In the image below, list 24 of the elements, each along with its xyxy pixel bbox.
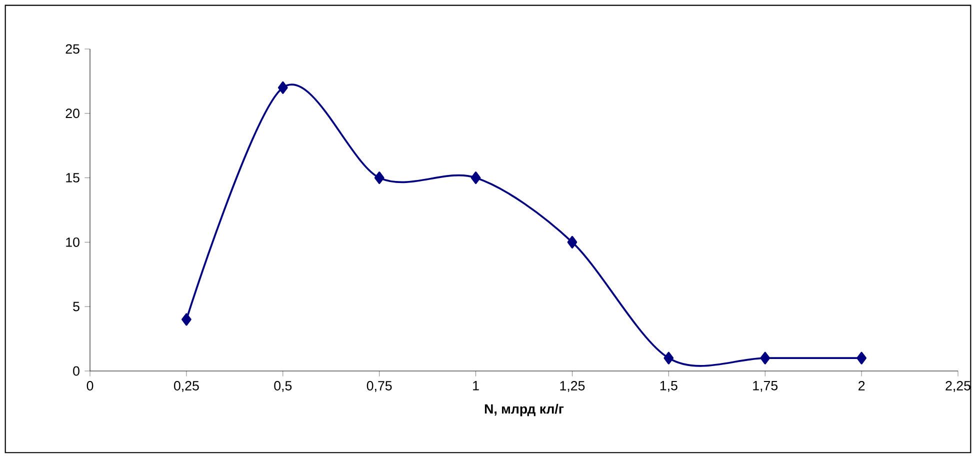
y-tick-label: 15 (66, 173, 80, 182)
point (374, 172, 384, 184)
y-tick-label: 25 (66, 44, 80, 54)
point (470, 172, 481, 184)
x-tick-label: 2 (858, 381, 865, 390)
x-tick-label: 1,5 (660, 381, 678, 392)
y-tick-label: 5 (73, 302, 80, 312)
x-tick-label: 0 (86, 381, 94, 390)
point (567, 236, 578, 248)
x-axis-title: N, млрд кл/г (484, 404, 564, 416)
x-tick-label: 0,5 (274, 381, 292, 392)
x-tick-label: 1,25 (560, 381, 585, 392)
point (760, 352, 770, 364)
y-tick-label: 0 (73, 366, 80, 376)
y-tick-label: 20 (66, 108, 80, 118)
y-tick-label: 10 (66, 237, 80, 247)
point (278, 81, 288, 94)
point (182, 313, 192, 326)
point (856, 352, 866, 364)
x-tick-label: 1,75 (753, 381, 778, 392)
x-tick-label: 1 (473, 381, 479, 390)
x-tick-label: 0,25 (174, 381, 199, 392)
x-tick-label: 0,75 (366, 381, 392, 392)
point (664, 352, 674, 364)
